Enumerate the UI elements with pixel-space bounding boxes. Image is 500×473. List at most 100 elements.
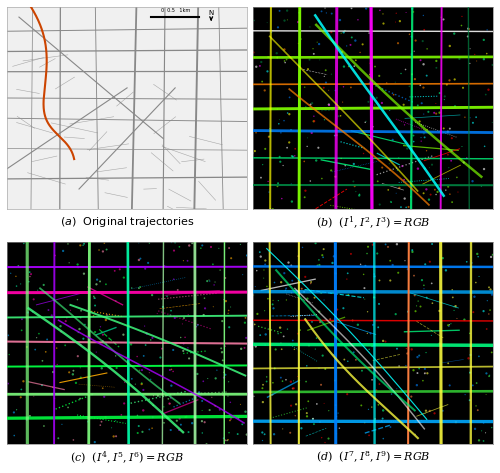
Point (421, 369, 429, 377)
Point (361, 419, 369, 426)
Point (142, 342, 150, 349)
Point (38, 381, 46, 389)
Point (408, 70, 416, 78)
Point (18, 385, 25, 393)
Point (410, 132, 418, 140)
Point (92, 348, 100, 356)
Point (328, 70, 336, 78)
Point (480, 55, 488, 63)
Point (282, 287, 290, 294)
Point (468, 259, 476, 267)
Point (376, 72, 384, 79)
Point (167, 307, 175, 315)
Point (453, 315, 461, 322)
Point (327, 289, 335, 297)
Point (340, 63, 348, 70)
Point (258, 58, 266, 66)
Point (241, 319, 249, 326)
Point (315, 40, 323, 48)
Point (224, 436, 232, 444)
Point (309, 415, 317, 422)
Point (343, 390, 351, 398)
Point (456, 55, 464, 62)
Point (112, 432, 120, 440)
Point (159, 303, 167, 311)
Point (462, 258, 470, 265)
Point (168, 382, 175, 389)
Point (284, 325, 292, 333)
Point (335, 317, 343, 324)
Point (160, 263, 168, 270)
Point (486, 371, 494, 379)
Point (316, 418, 324, 426)
Point (242, 334, 250, 342)
Point (408, 33, 416, 40)
Point (348, 34, 356, 41)
Point (350, 178, 358, 185)
Point (302, 378, 310, 385)
Point (322, 9, 330, 17)
Point (336, 424, 344, 432)
Point (54, 435, 62, 442)
Point (428, 240, 436, 248)
Point (138, 428, 146, 436)
Point (290, 377, 298, 385)
Point (178, 320, 186, 328)
Point (283, 144, 291, 151)
Point (331, 377, 339, 384)
Point (364, 330, 372, 337)
Point (240, 344, 248, 351)
Point (300, 83, 308, 91)
Point (372, 386, 380, 394)
Point (265, 188, 273, 196)
Point (380, 20, 388, 27)
Point (269, 297, 277, 304)
Point (291, 145, 299, 153)
Point (291, 412, 299, 420)
Point (30, 393, 38, 400)
Point (342, 42, 350, 50)
Point (334, 409, 342, 417)
Point (466, 114, 474, 122)
Point (49, 384, 57, 391)
Point (197, 245, 205, 252)
Point (466, 369, 474, 377)
Point (269, 379, 277, 386)
Point (51, 252, 59, 259)
Point (332, 270, 340, 277)
Point (294, 18, 302, 26)
Point (134, 412, 141, 419)
Point (360, 149, 368, 157)
Point (283, 7, 291, 14)
Point (303, 143, 311, 150)
Point (52, 344, 60, 352)
Point (392, 190, 400, 197)
Point (272, 346, 280, 353)
Point (61, 342, 69, 349)
Point (312, 157, 320, 164)
Point (112, 297, 120, 305)
Point (288, 180, 296, 188)
Point (324, 87, 332, 94)
Point (276, 116, 283, 123)
Point (98, 365, 106, 372)
Point (225, 429, 233, 437)
Point (120, 378, 128, 386)
Point (38, 357, 46, 365)
Point (350, 349, 358, 356)
Point (306, 23, 314, 31)
Point (420, 130, 428, 137)
Point (275, 120, 283, 128)
Point (56, 323, 64, 330)
Point (6, 270, 14, 277)
Point (432, 191, 440, 198)
Point (20, 377, 28, 385)
Point (210, 303, 218, 311)
Point (263, 283, 271, 290)
Point (153, 310, 161, 317)
Point (402, 362, 410, 369)
Point (392, 79, 400, 86)
Point (238, 420, 246, 428)
Point (426, 407, 434, 415)
Point (312, 345, 320, 353)
